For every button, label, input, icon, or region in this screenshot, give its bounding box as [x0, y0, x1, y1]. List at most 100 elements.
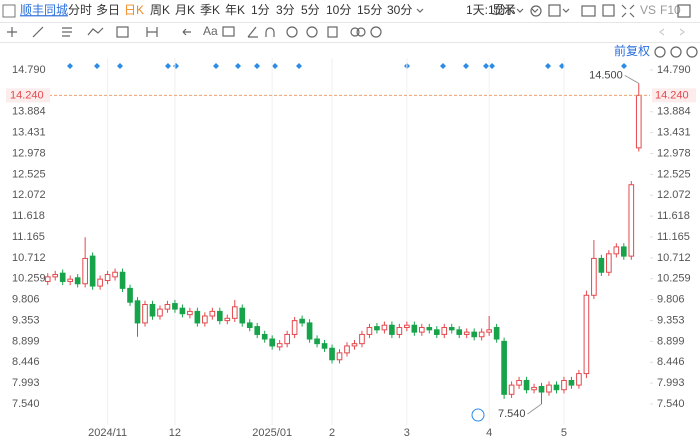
y-tick-label: 11.165: [12, 231, 45, 243]
candle-body: [583, 294, 590, 375]
y-tick-label: 12.072: [12, 189, 46, 201]
candle-body: [471, 331, 478, 338]
candle-body: [411, 324, 418, 333]
link-tool[interactable]: [356, 27, 366, 37]
display-menu[interactable]: 显示: [492, 3, 516, 17]
candle-body: [261, 333, 268, 340]
candle-body: [269, 338, 276, 347]
period-tab[interactable]: 15分: [357, 3, 382, 17]
candle-body: [216, 310, 223, 322]
y-tick-label: 11.618: [12, 210, 45, 222]
y-tick-label-right: 9.806: [657, 294, 685, 306]
fullscreen-icon[interactable]: [621, 4, 635, 18]
candle-body: [187, 310, 193, 316]
y-tick-label: 13.884: [12, 106, 46, 118]
y-tick-label: 8.899: [12, 335, 40, 347]
zoom-out[interactable]: [670, 46, 682, 58]
lock-tool[interactable]: [286, 26, 298, 38]
candle-body: [366, 327, 373, 335]
period-tab[interactable]: 年K: [225, 3, 245, 17]
candle-body: [448, 327, 455, 331]
y-tick-label: 7.993: [12, 377, 40, 389]
text-tool[interactable]: Aa: [203, 24, 218, 38]
annotation-leader: [527, 403, 542, 415]
arrow-tool[interactable]: [182, 28, 191, 36]
undo-redo[interactable]: [659, 28, 685, 36]
fib-tool[interactable]: [116, 26, 129, 38]
candle-body: [157, 308, 163, 317]
candle-body: [433, 329, 440, 335]
candle-body: [59, 272, 66, 282]
candle-body: [538, 385, 545, 393]
y-tick-label: 9.353: [12, 314, 40, 326]
zoom-in[interactable]: [654, 46, 666, 58]
period-tab[interactable]: 日K: [124, 3, 144, 17]
wave-tool[interactable]: [87, 27, 104, 36]
channel-tool[interactable]: [62, 27, 72, 37]
line-tool[interactable]: [32, 26, 44, 38]
period-tab[interactable]: 月K: [175, 3, 195, 17]
crosshair-tool[interactable]: [7, 27, 17, 37]
interval-dropdown[interactable]: 1天:1分K: [466, 3, 515, 17]
annotation-label: 14.500: [589, 69, 623, 81]
link-tool[interactable]: [350, 27, 360, 37]
adjust-label[interactable]: 前复权: [614, 43, 650, 58]
period-tab[interactable]: 5分: [301, 3, 320, 17]
period-tab[interactable]: 季K: [200, 3, 220, 17]
period-tab[interactable]: 分时: [68, 3, 92, 17]
candle-body: [67, 278, 74, 282]
close-panel[interactable]: [686, 46, 698, 58]
candle-body: [314, 338, 320, 345]
candle-body: [52, 274, 59, 278]
candle-body: [441, 327, 448, 335]
candle-body: [164, 303, 171, 310]
period-tab[interactable]: 30分: [387, 3, 412, 17]
angle-tool[interactable]: [247, 26, 258, 38]
measure-tool[interactable]: [146, 27, 158, 37]
candle-body: [620, 246, 627, 257]
period-tab[interactable]: 周K: [150, 3, 170, 17]
magnet-tool[interactable]: [265, 27, 275, 37]
stock-name[interactable]: 顺丰同城: [20, 3, 68, 17]
candle-body: [381, 324, 388, 331]
caret: [516, 8, 524, 13]
icon-box[interactable]: [2, 4, 16, 18]
hide-tool[interactable]: [306, 26, 318, 38]
vs-button[interactable]: VS: [640, 3, 656, 17]
event-icon[interactable]: [471, 408, 485, 422]
y-tick-label: 9.806: [12, 294, 40, 306]
candle-body: [202, 315, 208, 324]
last-price-badge: [652, 88, 696, 103]
delete-tool[interactable]: [327, 26, 338, 38]
settings-tool[interactable]: [370, 26, 382, 38]
annotation-leader: [624, 74, 640, 84]
y-tick-label-right: 7.993: [657, 377, 685, 389]
candle-body: [329, 347, 335, 361]
candle-body: [224, 317, 231, 322]
note-tool[interactable]: [222, 26, 235, 37]
candle-body: [127, 287, 133, 303]
candle-body: [463, 331, 470, 335]
settings-icon[interactable]: [530, 5, 542, 17]
period-tab[interactable]: 3分: [276, 3, 295, 17]
candle-body: [321, 343, 328, 349]
y-tick-label: 10.259: [12, 273, 46, 285]
compare-icon[interactable]: [548, 4, 561, 17]
x-tick-label: 12: [169, 427, 181, 439]
event-marker[interactable]: [67, 63, 627, 69]
y-tick-label: 14.790: [12, 64, 46, 76]
y-tick-label-right: 10.712: [657, 252, 691, 264]
candle-body: [628, 184, 635, 257]
window-icon[interactable]: [602, 4, 615, 17]
y-tick-label: 13.431: [12, 127, 46, 139]
candle-body: [44, 276, 51, 282]
candle-body: [501, 340, 507, 395]
candle-body: [576, 373, 582, 386]
period-tab[interactable]: 多日: [96, 3, 120, 17]
period-tab[interactable]: 10分: [326, 3, 351, 17]
f10-button[interactable]: F10: [660, 3, 681, 17]
period-tab[interactable]: 1分: [251, 3, 270, 17]
panel-icon[interactable]: [677, 4, 691, 18]
camera-icon[interactable]: [581, 5, 596, 17]
